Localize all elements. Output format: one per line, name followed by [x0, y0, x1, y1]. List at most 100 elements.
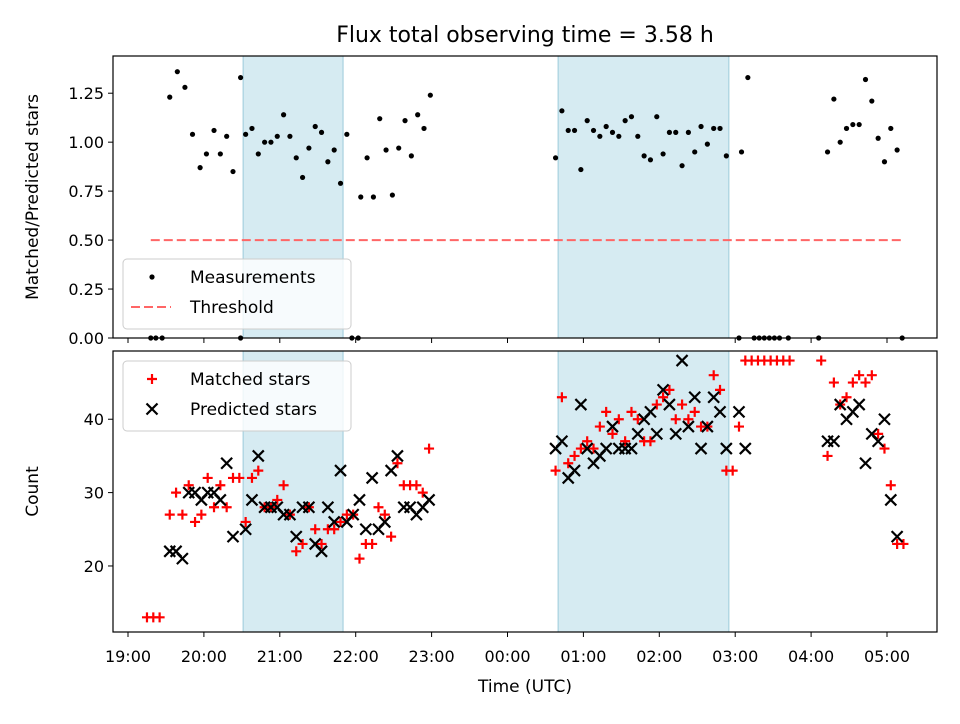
measurement-point — [673, 129, 679, 135]
predicted-star-point — [650, 427, 664, 441]
measurement-point — [616, 133, 622, 139]
measurement-point — [711, 125, 717, 132]
predicted-star-point — [713, 405, 727, 419]
measurement-point — [287, 133, 293, 139]
measurement-point — [571, 127, 578, 134]
measurement-point — [318, 129, 325, 135]
y-tick-label: 1.00 — [68, 133, 104, 152]
measurement-point — [331, 147, 337, 153]
y-tick-label: 0.75 — [68, 182, 104, 201]
matched-star-point — [240, 516, 251, 527]
y-tick-label: 30 — [84, 484, 104, 503]
y-tick-label: 1.25 — [68, 84, 104, 103]
measurement-point — [237, 74, 244, 81]
matched-star-point — [683, 414, 694, 425]
predicted-star-point — [732, 405, 746, 419]
measurement-point — [344, 131, 350, 137]
measurement-point — [408, 153, 414, 159]
measurement-point — [211, 127, 217, 134]
predicted-star-point — [669, 427, 683, 441]
measurement-point — [635, 133, 641, 139]
matched-star-point — [196, 509, 207, 520]
measurement-point — [552, 155, 559, 161]
predicted-star-point — [675, 354, 689, 367]
bottom-panel: 20 30 40 19:00 20:00 21:00 22:00 23:00 00:00 01:0… — [23, 350, 938, 697]
measurement-point — [312, 123, 318, 130]
measurement-point — [255, 151, 261, 157]
predicted-star-point — [327, 515, 341, 529]
measurement-point — [224, 133, 230, 139]
matched-star-point — [822, 450, 833, 461]
matched-star-point — [854, 370, 865, 381]
predicted-star-point — [365, 471, 379, 485]
measurement-point — [692, 149, 698, 155]
legend-label: Threshold — [189, 298, 274, 318]
measurement-point — [230, 168, 236, 175]
matched-star-point — [310, 524, 321, 535]
predicted-star-point — [720, 442, 733, 455]
shaded-interval — [557, 55, 730, 339]
predicted-star-point — [656, 383, 670, 397]
legend-swatch — [149, 274, 155, 280]
measurement-point — [299, 174, 306, 181]
matched-star-point — [354, 553, 365, 564]
top-panel: 0.00 0.25 0.50 0.75 1.00 1.25 Matched/Predicte… — [23, 55, 938, 348]
matched-star-point — [607, 428, 618, 439]
measurement-point — [364, 155, 370, 161]
predicted-star-point — [568, 464, 581, 477]
matched-star-point — [202, 472, 213, 483]
matched-star-point — [588, 443, 599, 454]
matched-star-point — [860, 377, 871, 388]
x-tick-label: 23:00 — [409, 647, 455, 666]
predicted-star-point — [688, 390, 701, 404]
matched-star-point — [601, 406, 612, 417]
measurement-point — [377, 116, 383, 122]
measurement-point — [167, 94, 173, 100]
x-tick-label: 05:00 — [864, 647, 910, 666]
measurement-point — [888, 125, 894, 132]
matched-star-point — [550, 465, 561, 476]
measurement-point — [249, 125, 255, 132]
measurement-point — [698, 123, 704, 130]
predicted-star-point — [833, 398, 847, 411]
predicted-star-point — [852, 398, 866, 411]
matched-star-point — [379, 509, 390, 520]
matched-star-point — [424, 443, 435, 454]
matched-star-point — [879, 443, 890, 454]
predicted-star-point — [214, 493, 227, 507]
predicted-star-point — [644, 405, 657, 419]
x-tick-label: 03:00 — [712, 647, 758, 666]
measurement-point — [268, 139, 274, 145]
matched-star-point — [733, 421, 744, 432]
matched-star-point — [215, 480, 226, 491]
measurement-point — [174, 69, 180, 75]
measurement-point — [894, 147, 900, 153]
legend-box — [122, 360, 352, 432]
measurement-point — [280, 112, 287, 118]
matched-star-point — [563, 458, 574, 469]
matched-star-point — [367, 538, 378, 549]
measurement-point — [647, 157, 654, 163]
measurement-point — [831, 96, 837, 102]
matched-star-point — [784, 355, 795, 366]
measurement-point — [293, 155, 299, 161]
predicted-star-point — [884, 493, 898, 507]
matched-star-point — [658, 392, 669, 403]
matched-star-point — [569, 450, 580, 461]
matched-star-point — [664, 384, 675, 395]
predicted-star-point — [555, 434, 569, 448]
matched-star-point — [171, 487, 182, 498]
matched-star-point — [885, 480, 896, 491]
measurement-point — [182, 84, 188, 90]
predicted-star-point — [890, 530, 904, 543]
measurement-point — [559, 108, 565, 114]
measurement-point — [578, 166, 584, 173]
matched-star-point — [253, 465, 264, 476]
measurement-point — [337, 180, 344, 186]
measurement-point — [862, 76, 869, 83]
legend-swatch — [147, 374, 157, 384]
matched-star-point — [556, 392, 567, 403]
measurement-point — [609, 129, 616, 135]
matched-star-point — [651, 399, 662, 410]
measurement-point — [679, 163, 685, 169]
